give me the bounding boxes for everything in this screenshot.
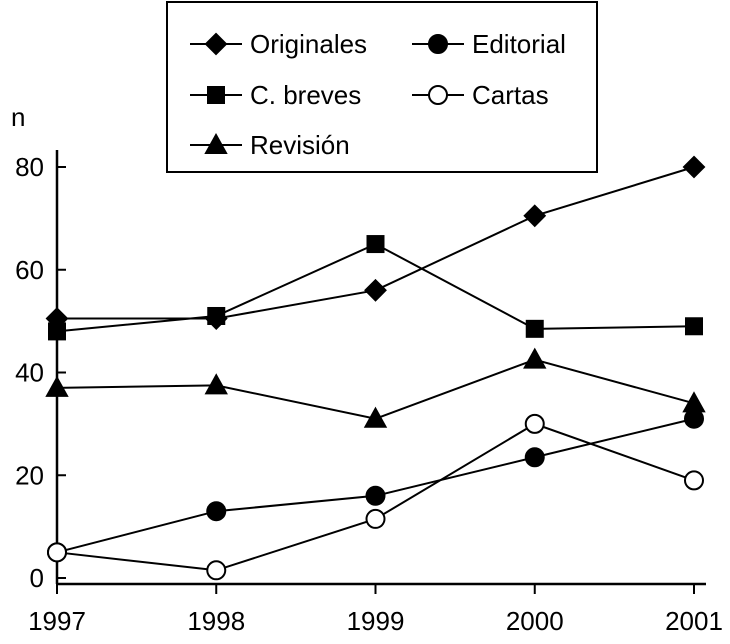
y-tick-label: 80 — [15, 152, 44, 182]
y-ticks: 0 20 40 60 80 — [15, 152, 66, 593]
legend-item-revision: Revisión — [190, 130, 350, 160]
data-point-cartas — [365, 508, 386, 529]
legend-marker-originales — [204, 32, 228, 56]
y-tick-label: 20 — [15, 460, 44, 490]
legend: Originales Editorial C. breves Cartas Revisi… — [166, 1, 598, 173]
y-tick-label: 40 — [15, 358, 44, 388]
data-point-c-breves — [525, 319, 544, 338]
data-point-revision — [45, 375, 69, 397]
axes — [55, 150, 706, 586]
series-group — [45, 155, 706, 581]
data-point-originales — [682, 155, 706, 179]
x-tick-label: 1998 — [187, 606, 245, 636]
legend-item-c-breves: C. breves — [190, 80, 361, 110]
data-point-revision — [363, 406, 388, 428]
legend-item-editorial: Editorial — [412, 29, 566, 59]
series-c-breves — [48, 235, 703, 341]
series-editorial — [47, 408, 704, 563]
data-point-editorial — [684, 408, 704, 429]
legend-item-originales: Originales — [190, 29, 367, 59]
data-point-cartas — [684, 470, 704, 491]
data-point-editorial — [206, 501, 227, 522]
x-tick-label: 2001 — [665, 606, 723, 636]
legend-marker-revision — [204, 132, 228, 154]
data-point-originales — [364, 278, 387, 302]
x-tick-label: 2000 — [506, 606, 564, 636]
legend-label: Editorial — [472, 29, 566, 59]
x-ticks: 1997 1998 1999 2000 2001 — [28, 584, 723, 636]
legend-box — [166, 1, 598, 173]
legend-marker-editorial — [428, 34, 448, 54]
data-point-cartas — [206, 560, 227, 581]
data-point-cartas — [524, 413, 545, 434]
legend-label: Originales — [250, 29, 367, 59]
data-point-c-breves — [207, 306, 226, 325]
series-line-editorial — [56, 417, 695, 554]
legend-label: Cartas — [472, 80, 549, 110]
data-point-c-breves — [366, 235, 385, 254]
data-point-revision — [523, 347, 547, 369]
y-axis-label: n — [11, 102, 25, 132]
series-revision — [45, 347, 706, 428]
data-point-editorial — [365, 485, 386, 506]
x-tick-label: 1999 — [347, 606, 405, 636]
x-tick-label: 1997 — [28, 606, 86, 636]
data-point-revision — [682, 391, 706, 413]
legend-label: Revisión — [250, 130, 350, 160]
data-point-cartas — [47, 542, 67, 563]
data-point-c-breves — [48, 322, 66, 341]
data-point-revision — [204, 373, 228, 395]
data-point-editorial — [524, 447, 545, 468]
y-tick-label: 0 — [30, 563, 44, 593]
legend-marker-c-breves — [207, 86, 225, 104]
data-point-c-breves — [685, 317, 703, 336]
y-tick-label: 60 — [15, 255, 44, 285]
legend-item-cartas: Cartas — [412, 80, 549, 110]
data-point-originales — [523, 204, 547, 228]
series-cartas — [47, 413, 704, 581]
legend-label: C. breves — [250, 80, 361, 110]
legend-marker-cartas — [428, 85, 448, 105]
